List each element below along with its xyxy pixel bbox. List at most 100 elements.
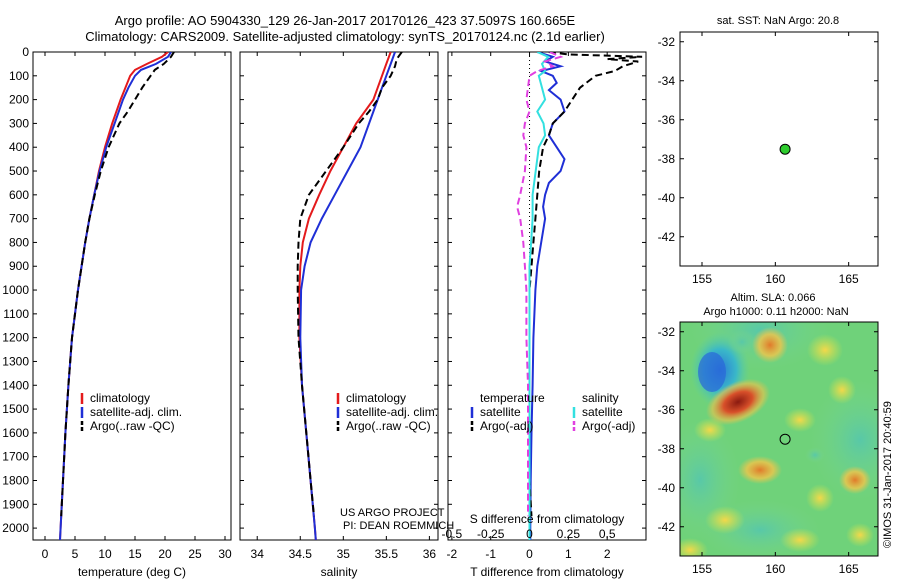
x-axis-label: T difference from climatology: [470, 565, 624, 579]
map-y-tick-label: -32: [658, 325, 676, 339]
y-tick-label: 1600: [2, 426, 29, 440]
map-y-tick-label: -34: [658, 364, 676, 378]
y-tick-label: 1800: [2, 473, 29, 487]
pi-label: PI: DEAN ROEMMICH: [343, 520, 454, 532]
map-y-tick-label: -40: [658, 481, 676, 495]
sla-heatmap: [680, 322, 878, 556]
y-tick-label: 800: [9, 235, 29, 249]
salinity-panel: 34 34.5 35 35.5 36 salinity climatologysatelli…: [239, 51, 439, 579]
x-tick-label: 36: [423, 547, 437, 561]
plot-frame: [447, 51, 647, 541]
header-line-1: Argo profile: AO 5904330_129 26-Jan-2017…: [115, 13, 576, 28]
y-tick-label: 1400: [2, 378, 29, 392]
map-x-tick-label: 155: [692, 562, 712, 576]
secondary-x-tick-label: -0.5: [442, 527, 463, 541]
plot-frame: [32, 51, 232, 541]
secondary-x-tick-label: 0: [526, 527, 533, 541]
x-tick-label: 25: [188, 547, 202, 561]
y-tick-label: 200: [9, 93, 29, 107]
series-group: [296, 52, 403, 540]
series-group: [59, 52, 175, 540]
legend-label: Argo(-adj): [582, 419, 635, 433]
map-x-tick-label: 160: [765, 272, 785, 286]
series-line-satellite-adj--clim-: [299, 52, 396, 540]
x-axis-label: salinity: [321, 565, 358, 579]
sst-map-panel: 155 160 165 -32 -34 -36 -38 -40 -42: [658, 31, 879, 286]
sla-map-panel: 155 160 165 -32 -34 -36 -38 -40 -42: [658, 321, 879, 576]
y-tick-label: 100: [9, 69, 29, 83]
series-line-satellite: [529, 52, 566, 540]
secondary-x-tick-label: 0.25: [557, 527, 581, 541]
x-axis-label: temperature (deg C): [78, 565, 186, 579]
map-y-tick-label: -38: [658, 152, 676, 166]
x-tick-label: 5: [72, 547, 79, 561]
x-tick-label: 15: [128, 547, 142, 561]
legend-label: Argo(..raw -QC): [346, 419, 431, 433]
series-line-argo---raw--qc-: [60, 52, 175, 517]
x-tick-label: 0: [526, 547, 533, 561]
x-tick-label: 34: [251, 547, 265, 561]
y-tick-label: 1200: [2, 331, 29, 345]
sla-map-title-line-1: Altim. SLA: 0.066: [731, 292, 816, 304]
series-group: [516, 52, 643, 540]
y-tick-label: 500: [9, 164, 29, 178]
us-argo-label: US ARGO PROJECT: [340, 507, 445, 519]
sla-map-title-line-2: Argo h1000: 0.11 h2000: NaN: [703, 306, 848, 318]
x-tick-label: 35: [337, 547, 351, 561]
float-location-marker: [779, 143, 791, 155]
x-tick-label: -1: [485, 547, 496, 561]
legend-group-title: salinity: [582, 391, 619, 405]
map-frame: [679, 321, 879, 557]
x-tick-label: 20: [158, 547, 172, 561]
y-tick-label: 300: [9, 116, 29, 130]
legend-label: satellite: [480, 405, 521, 419]
map-y-tick-label: -34: [658, 74, 676, 88]
map-y-tick-label: -42: [658, 520, 676, 534]
series-line-argo---raw--qc-: [296, 52, 403, 517]
series-line-satellite: [528, 52, 550, 540]
y-tick-label: 700: [9, 212, 29, 226]
x-tick-label: 10: [98, 547, 112, 561]
x-tick-label: 30: [218, 547, 232, 561]
temperature-panel: 0 5 10 15 20 25 300100200300400500600700800900…: [2, 45, 232, 579]
y-tick-label: 1000: [2, 283, 29, 297]
y-tick-label: 2000: [2, 521, 29, 535]
map-y-tick-label: -42: [658, 230, 676, 244]
legend-label: climatology: [346, 391, 406, 405]
map-y-tick-label: -32: [658, 35, 676, 49]
map-y-tick-label: -36: [658, 403, 676, 417]
float-location-marker: [779, 433, 791, 445]
sst-map-title: sat. SST: NaN Argo: 20.8: [717, 15, 839, 27]
x-tick-label: 2: [604, 547, 611, 561]
y-tick-label: 900: [9, 259, 29, 273]
x-tick-label: -2: [447, 547, 458, 561]
map-y-tick-label: -36: [658, 113, 676, 127]
y-tick-label: 1500: [2, 402, 29, 416]
secondary-x-tick-label: -0.25: [477, 527, 505, 541]
legend-label: climatology: [90, 391, 150, 405]
y-tick-label: 1700: [2, 450, 29, 464]
y-tick-label: 600: [9, 188, 29, 202]
y-tick-label: 400: [9, 140, 29, 154]
map-y-tick-label: -38: [658, 442, 676, 456]
y-tick-label: 1100: [3, 307, 29, 321]
y-tick-label: 0: [22, 45, 29, 59]
legend-label: satellite: [582, 405, 623, 419]
imos-credit: ©IMOS 31-Jan-2017 20:40:59: [882, 401, 894, 548]
map-x-tick-label: 165: [839, 562, 859, 576]
series-line-climatology: [298, 52, 392, 540]
secondary-x-tick-label: 0.5: [599, 527, 616, 541]
x-tick-label: 1: [565, 547, 572, 561]
y-tick-label: 1300: [2, 354, 29, 368]
x-tick-label: 35.5: [375, 547, 399, 561]
map-x-tick-label: 165: [839, 272, 859, 286]
difference-panel: -2 -1 0 1 2 T difference from climatology temp…: [442, 51, 647, 579]
map-x-tick-label: 155: [692, 272, 712, 286]
series-line-argo--adj-: [528, 52, 643, 517]
x-tick-label: 0: [42, 547, 49, 561]
header-line-2: Climatology: CARS2009. Satellite-adjuste…: [85, 29, 605, 44]
map-y-tick-label: -40: [658, 191, 676, 205]
x-tick-label: 34.5: [289, 547, 313, 561]
